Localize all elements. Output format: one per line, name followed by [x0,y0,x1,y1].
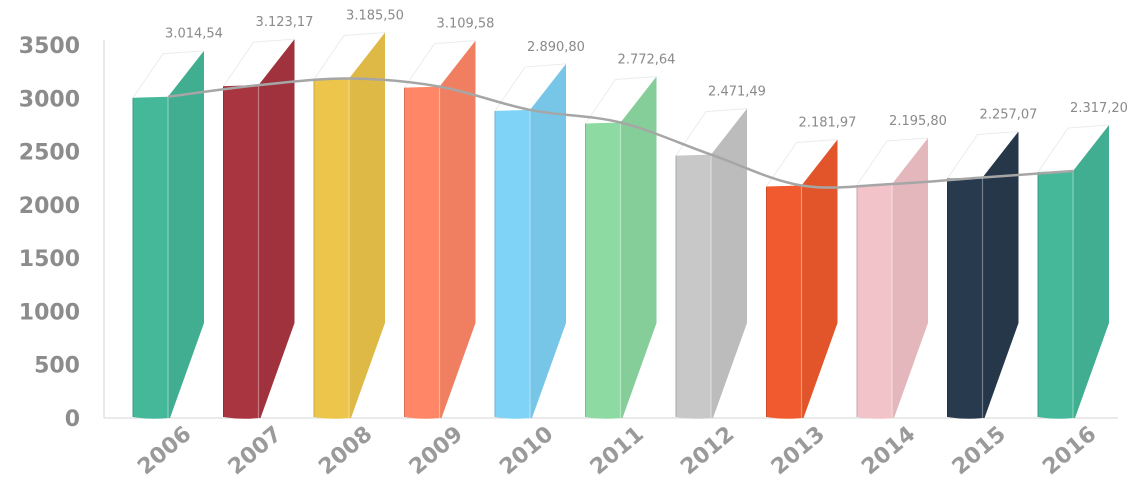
x-tick-label: 2015 [948,422,1011,481]
bar-front-face [857,183,892,419]
trend-line [167,77,1074,189]
bars [132,32,1110,419]
bar-2015 [947,130,1019,419]
x-tick-label: 2008 [314,422,377,481]
bar-2007 [223,38,295,419]
data-label: 2.772,64 [618,53,676,68]
bar-2012 [675,108,748,419]
y-tick-label: 1000 [19,300,80,325]
data-label: 3.109,58 [437,17,495,32]
data-label: 2.181,97 [799,115,857,130]
y-tick-label: 2000 [19,194,80,219]
bar-front-face [133,96,168,419]
y-tick-label: 0 [65,407,80,432]
y-tick-label: 500 [34,354,80,379]
bar-2010 [494,63,567,419]
x-tick-label: 2010 [495,422,558,481]
bar-page-outline [132,50,205,99]
bar-front-face [947,177,983,419]
bar-page-outline [313,32,386,80]
data-label: 3.185,50 [346,9,404,24]
bar-page-outline [494,63,567,112]
bar-back-face [439,40,476,419]
x-tick-label: 2013 [767,422,830,481]
bar-2009 [404,40,476,419]
x-tick-labels: 2006 2007 2008 2009 2010 2011 2012 2013 2014 2015… [133,422,1101,481]
bar-back-face [982,131,1019,419]
data-label: 2.890,80 [527,40,585,55]
bar-page-outline [1037,124,1110,173]
x-tick-label: 2009 [405,422,468,481]
bar-front-face [585,122,621,419]
bar-2014 [856,137,929,419]
x-tick-label: 2016 [1038,422,1101,481]
bar-front-face [1038,171,1073,419]
y-tick-label: 1500 [19,247,80,272]
y-tick-label: 3000 [19,87,80,112]
x-tick-label: 2011 [586,422,649,481]
bar-front-face [495,109,530,419]
bar-front-face [404,86,440,419]
y-tick-label: 3500 [19,34,80,59]
x-tick-label: 2012 [676,422,739,481]
data-label: 2.471,49 [708,85,766,100]
data-labels: 3.014,54 3.123,17 3.185,50 3.109,58 2.890,80… [165,9,1128,131]
bar-page-outline [856,137,929,186]
bar-back-face [801,139,838,418]
bar-2011 [585,76,657,419]
data-label: 3.123,17 [256,15,314,30]
data-label: 2.317,20 [1070,101,1128,116]
y-tick-labels: 0 500 1000 1500 2000 2500 3000 3500 [19,34,80,432]
bar-page-outline [223,38,295,87]
bar-back-face [530,63,566,419]
bar-back-face [258,39,295,419]
bar-back-face [711,108,747,419]
bar-page-outline [585,76,657,124]
bar-page-outline [675,108,748,156]
y-tick-label: 2500 [19,141,80,166]
bar-2016 [1037,124,1110,419]
bar-2008 [313,32,386,419]
x-tick-label: 2007 [224,422,287,481]
bar-back-face [620,76,657,418]
x-tick-label: 2006 [133,422,196,481]
bar-2013 [766,138,838,419]
bar-front-face [766,185,802,419]
bar-page-outline [947,130,1019,179]
bar-front-face [314,78,349,419]
bar-page-outline [404,40,476,88]
bar-front-face [223,85,259,419]
x-tick-label: 2014 [857,422,920,481]
bar-back-face [1073,125,1109,419]
data-label: 2.257,07 [980,107,1038,122]
bar-back-face [168,50,204,418]
bar-2006 [132,50,205,419]
bar-back-face [349,32,385,418]
data-label: 3.014,54 [165,27,223,42]
data-label: 2.195,80 [889,114,947,129]
bar-front-face [676,154,711,419]
bar-page-outline [766,138,838,187]
bar-back-face [892,137,928,418]
